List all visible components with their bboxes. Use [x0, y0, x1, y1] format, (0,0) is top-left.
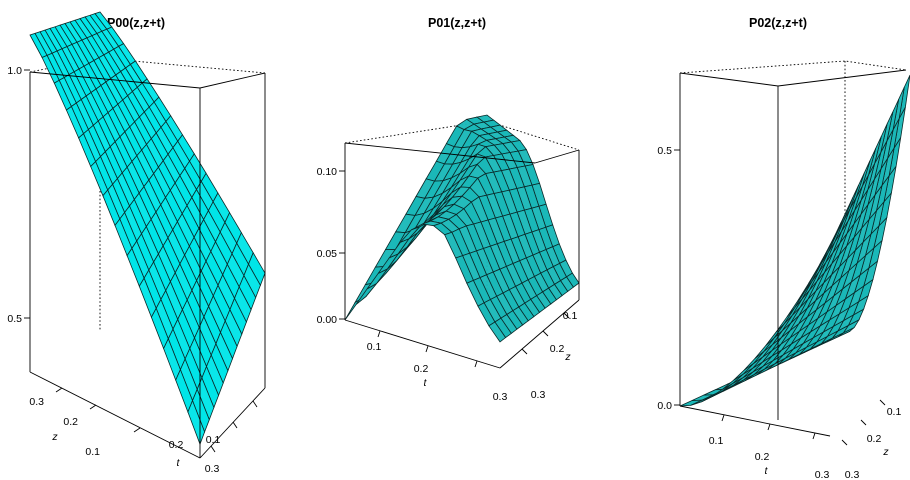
x-axis-label: t [765, 465, 769, 477]
y-tick-label: 0.1 [85, 446, 100, 458]
panel-title: P02(z,z+t) [749, 16, 807, 30]
x-tick-label: 0.2 [169, 439, 184, 451]
y-tick-label: 0.1 [887, 406, 902, 418]
surface-facet [818, 233, 837, 266]
z-tick-label: 0.5 [657, 145, 672, 157]
y-tick-label: 0.3 [29, 396, 44, 408]
x-axis-label: t [424, 377, 428, 389]
y-tick-label: 0.2 [63, 416, 78, 428]
z-tick-label: 0.5 [7, 313, 22, 325]
y-tick-label: 0.2 [550, 343, 565, 355]
z-tick-label: 0.00 [317, 314, 338, 326]
y-axis-label: z [564, 351, 571, 363]
panel-p01: P01(z,z+t) 0.10 0.05 0.00 0.1 0.2 0.3 t … [317, 16, 580, 403]
x-axis-label: t [177, 457, 181, 469]
y-tick-label: 0.2 [867, 433, 882, 445]
box-back-edges [679, 60, 907, 74]
x-tick-label: 0.1 [709, 435, 724, 447]
y-axis-label: z [882, 446, 889, 458]
surface-mesh [344, 114, 580, 343]
x-tick-label: 0.3 [205, 463, 220, 475]
x-tick-label: 0.2 [414, 363, 429, 375]
x-tick-label: 0.3 [815, 469, 830, 480]
panel-title: P00(z,z+t) [107, 16, 165, 30]
z-tick-label: 0.0 [657, 400, 672, 412]
box-front-edges [344, 142, 580, 369]
x-tick-label: 0.1 [367, 341, 382, 353]
x-tick-label: 0.3 [493, 391, 508, 403]
surface-mesh [29, 11, 266, 446]
box-front-edges [679, 69, 907, 437]
panel-p00: P00(z,z+t) 1.0 0.5 0.3 0.2 0.1 z 0.3 0.2… [7, 11, 266, 475]
x-tick-label: 0.1 [206, 434, 221, 446]
z-tick-label: 0.05 [317, 248, 338, 260]
surface-facet [344, 296, 367, 321]
x-tick-label: 0.2 [755, 451, 770, 463]
surface-mesh [679, 74, 910, 407]
y-tick-label: 0.1 [563, 310, 578, 322]
panel-title: P01(z,z+t) [428, 16, 486, 30]
y-tick-label: 0.3 [531, 389, 546, 401]
z-tick-label: 1.0 [7, 65, 22, 77]
panel-p02: P02(z,z+t) 0.5 0.0 0.1 0.2 0.3 t 0.1 0.2… [657, 16, 910, 480]
z-tick-label: 0.10 [317, 166, 338, 178]
y-axis-label: z [51, 431, 58, 443]
surface-facet [488, 321, 507, 343]
y-tick-label: 0.3 [845, 469, 860, 480]
